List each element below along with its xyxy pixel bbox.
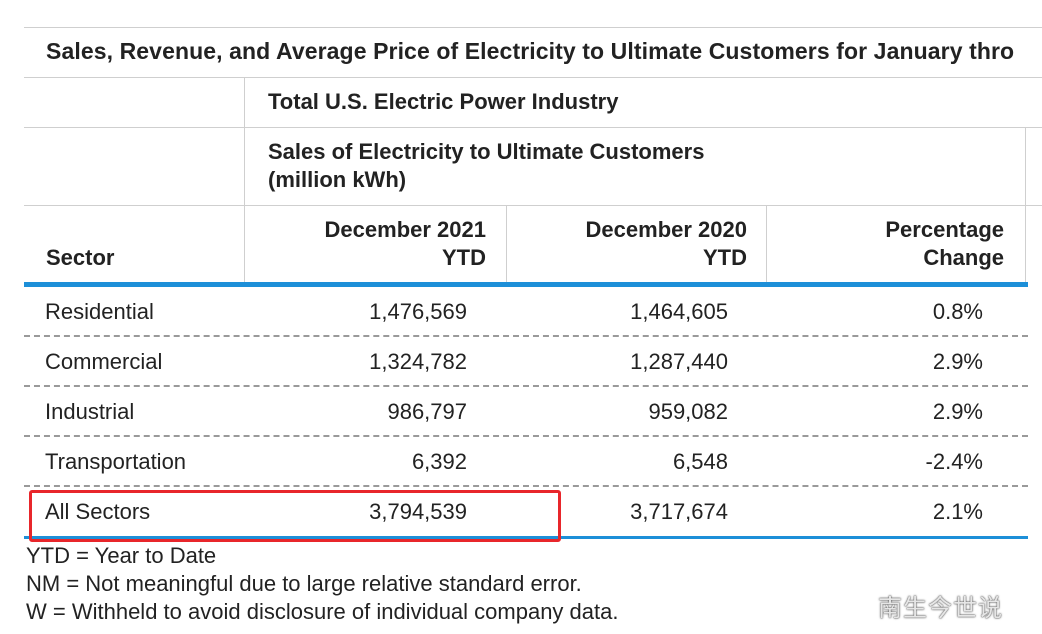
column-header-change-line1: Percentage bbox=[885, 217, 1004, 242]
divider bbox=[1025, 205, 1026, 282]
dec2021-cell: 986,797 bbox=[387, 399, 467, 424]
divider bbox=[766, 205, 767, 282]
dec2020-cell: 3,717,674 bbox=[630, 499, 728, 524]
divider bbox=[1025, 127, 1026, 205]
column-header-change-line2: Change bbox=[923, 245, 1004, 270]
divider bbox=[24, 205, 1042, 206]
table-title: Sales, Revenue, and Average Price of Ele… bbox=[46, 38, 1015, 64]
change-cell: 0.8% bbox=[932, 299, 983, 324]
highlight-box bbox=[29, 490, 561, 542]
sector-cell: Commercial bbox=[45, 349, 163, 374]
divider bbox=[24, 127, 1042, 128]
change-cell: 2.9% bbox=[932, 349, 983, 374]
column-header-dec2020-line1: December 2020 bbox=[585, 217, 747, 242]
dec2020-cell: 6,548 bbox=[672, 449, 728, 474]
column-header-dec2020-line2: YTD bbox=[703, 245, 747, 270]
row-divider bbox=[24, 385, 1028, 387]
change-cell: 2.9% bbox=[932, 399, 983, 424]
dec2021-cell: 3,794,539 bbox=[369, 499, 467, 524]
table-row-total: All Sectors 3,794,539 3,717,674 2.1% bbox=[24, 487, 1028, 537]
dec2021-cell: 6,392 bbox=[411, 449, 467, 474]
top-rule bbox=[24, 27, 1042, 28]
table-row: Industrial 986,797 959,082 2.9% bbox=[24, 387, 1028, 437]
column-header-dec2021-line1: December 2021 bbox=[324, 217, 486, 242]
section-header-line1: Sales of Electricity to Ultimate Custome… bbox=[268, 139, 705, 164]
sector-cell: All Sectors bbox=[45, 499, 151, 524]
row-divider bbox=[24, 335, 1028, 337]
divider bbox=[506, 205, 507, 282]
table-row: Transportation 6,392 6,548 -2.4% bbox=[24, 437, 1028, 487]
change-cell: -2.4% bbox=[925, 449, 983, 474]
row-divider bbox=[24, 485, 1028, 487]
table-row: Commercial 1,324,782 1,287,440 2.9% bbox=[24, 337, 1028, 387]
sector-cell: Transportation bbox=[45, 449, 187, 474]
sector-cell: Industrial bbox=[45, 399, 135, 424]
row-divider bbox=[24, 435, 1028, 437]
table-bottom-rule bbox=[24, 536, 1028, 539]
watermark: 南生今世说 bbox=[878, 594, 1003, 622]
column-header-sector: Sector bbox=[46, 245, 115, 270]
industry-header: Total U.S. Electric Power Industry bbox=[268, 89, 619, 114]
sector-cell: Residential bbox=[45, 299, 154, 324]
dec2020-cell: 1,464,605 bbox=[630, 299, 728, 324]
table-row: Residential 1,476,569 1,464,605 0.8% bbox=[24, 287, 1028, 337]
header-rule bbox=[24, 282, 1028, 287]
change-cell: 2.1% bbox=[932, 499, 983, 524]
dec2021-cell: 1,476,569 bbox=[369, 299, 467, 324]
footnote-ytd: YTD = Year to Date bbox=[26, 543, 217, 568]
section-header-line2: (million kWh) bbox=[268, 167, 407, 192]
dec2020-cell: 959,082 bbox=[648, 399, 728, 424]
footnote-w: W = Withheld to avoid disclosure of indi… bbox=[26, 599, 619, 624]
dec2021-cell: 1,324,782 bbox=[369, 349, 467, 374]
divider bbox=[244, 77, 245, 282]
footnote-nm: NM = Not meaningful due to large relativ… bbox=[26, 571, 582, 596]
dec2020-cell: 1,287,440 bbox=[630, 349, 728, 374]
divider bbox=[24, 77, 1042, 78]
column-header-dec2021-line2: YTD bbox=[442, 245, 486, 270]
